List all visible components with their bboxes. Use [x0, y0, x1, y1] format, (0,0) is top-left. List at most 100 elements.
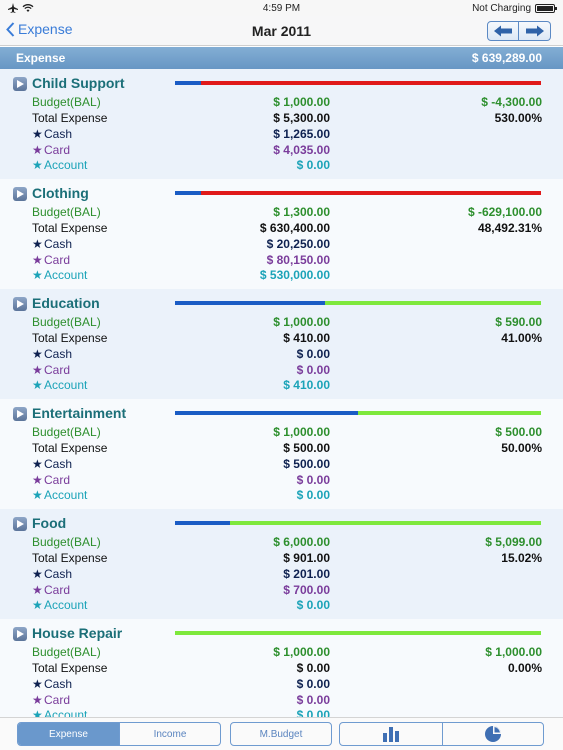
- expand-category-button[interactable]: [13, 77, 27, 91]
- cash-value: $ 1,265.00: [273, 127, 330, 141]
- account-row: ★Account $ 0.00: [0, 598, 563, 613]
- status-right: Not Charging: [472, 3, 557, 14]
- type-segment: Expense Income: [17, 722, 221, 746]
- category-name[interactable]: Education: [32, 295, 100, 311]
- expand-category-button[interactable]: [13, 297, 27, 311]
- category-name[interactable]: Entertainment: [32, 405, 127, 421]
- play-icon: [17, 190, 24, 198]
- cash-value: $ 20,250.00: [266, 237, 330, 251]
- category-name[interactable]: House Repair: [32, 625, 123, 641]
- battery-icon: [535, 3, 557, 13]
- cash-row: ★Cash $ 0.00: [0, 677, 563, 692]
- card-label-text: Card: [44, 693, 71, 707]
- balance-value: $ 590.00: [495, 315, 542, 329]
- bottom-tab-bar: Expense Income M.Budget: [0, 717, 563, 750]
- account-label: ★Account: [32, 488, 87, 502]
- category-list[interactable]: Child Support Budget(BAL) $ 1,000.00 $ -4,3…: [0, 69, 563, 717]
- account-label-text: Account: [44, 158, 88, 172]
- card-label: ★Card: [32, 253, 70, 267]
- category-entertainment: Entertainment Budget(BAL) $ 1,000.00 $ 500.…: [0, 399, 563, 509]
- cash-row: ★Cash $ 0.00: [0, 347, 563, 362]
- total-label: Total Expense: [32, 661, 107, 675]
- card-label-text: Card: [44, 143, 71, 157]
- previous-month-button[interactable]: [487, 21, 519, 41]
- budget-progress-bar: [175, 301, 541, 305]
- total-label-text: Total Expense: [32, 441, 108, 455]
- account-value: $ 0.00: [296, 488, 330, 502]
- total-label-text: Total Expense: [32, 331, 108, 345]
- tab-monthly-budget[interactable]: M.Budget: [259, 728, 303, 740]
- card-value: $ 0.00: [296, 473, 330, 487]
- header-total: $ 639,289.00: [471, 51, 542, 65]
- back-button[interactable]: Expense: [6, 21, 72, 37]
- budget-remaining-fill: [358, 411, 541, 415]
- budget-value: $ 1,300.00: [273, 205, 330, 219]
- budget-remaining-fill: [201, 191, 541, 195]
- expand-category-button[interactable]: [13, 407, 27, 421]
- cash-label: ★Cash: [32, 457, 72, 471]
- cash-row: ★Cash $ 1,265.00: [0, 127, 563, 142]
- budget-value: $ 1,000.00: [273, 645, 330, 659]
- account-label-text: Account: [44, 378, 88, 392]
- expand-category-button[interactable]: [13, 187, 27, 201]
- budget-progress-bar: [175, 411, 541, 415]
- star-icon: ★: [32, 677, 43, 691]
- total-value: $ 630,400.00: [259, 221, 330, 235]
- account-value: $ 410.00: [283, 378, 330, 392]
- cash-label-text: Cash: [44, 567, 73, 581]
- next-month-button[interactable]: [519, 21, 551, 41]
- percent-value: 48,492.31%: [477, 221, 542, 235]
- cash-row: ★Cash $ 20,250.00: [0, 237, 563, 252]
- play-icon: [17, 630, 24, 638]
- expand-category-button[interactable]: [13, 517, 27, 531]
- budget-progress-bar: [175, 631, 541, 635]
- account-label: ★Account: [32, 378, 87, 392]
- cash-value: $ 0.00: [296, 677, 330, 691]
- category-child-support: Child Support Budget(BAL) $ 1,000.00 $ -4,3…: [0, 69, 563, 179]
- percent-value: 530.00%: [494, 111, 542, 125]
- total-row: Total Expense $ 410.00 41.00%: [0, 331, 563, 346]
- percent-value: 15.02%: [501, 551, 542, 565]
- tab-income[interactable]: Income: [119, 723, 220, 745]
- budget-used-fill: [175, 191, 201, 195]
- budget-remaining-fill: [201, 81, 541, 85]
- total-label: Total Expense: [32, 551, 107, 565]
- category-clothing: Clothing Budget(BAL) $ 1,300.00 $ -629,100.…: [0, 179, 563, 289]
- budget-value: $ 6,000.00: [273, 535, 330, 549]
- total-label: Total Expense: [32, 111, 107, 125]
- card-label: ★Card: [32, 583, 70, 597]
- category-name[interactable]: Clothing: [32, 185, 89, 201]
- total-row: Total Expense $ 0.00 0.00%: [0, 661, 563, 676]
- chart-segment: [339, 722, 544, 746]
- budget-used-fill: [175, 81, 201, 85]
- budget-remaining-fill: [175, 631, 541, 635]
- budget-row: Budget(BAL) $ 1,000.00 $ 1,000.00: [0, 645, 563, 660]
- back-button-label: Expense: [18, 21, 73, 37]
- cash-row: ★Cash $ 500.00: [0, 457, 563, 472]
- card-value: $ 700.00: [283, 583, 330, 597]
- budget-row: Budget(BAL) $ 1,300.00 $ -629,100.00: [0, 205, 563, 220]
- total-label-text: Total Expense: [32, 551, 108, 565]
- wifi-icon: [22, 4, 34, 12]
- tab-expense[interactable]: Expense: [18, 723, 119, 745]
- total-label-text: Total Expense: [32, 111, 108, 125]
- budget-label: Budget(BAL): [32, 645, 101, 659]
- category-name[interactable]: Food: [32, 515, 67, 531]
- account-label: ★Account: [32, 598, 87, 612]
- tab-pie-chart[interactable]: [441, 723, 544, 745]
- account-value: $ 530,000.00: [259, 268, 330, 282]
- balance-value: $ 500.00: [495, 425, 542, 439]
- total-label-text: Total Expense: [32, 221, 108, 235]
- star-icon: ★: [32, 253, 43, 267]
- expand-category-button[interactable]: [13, 627, 27, 641]
- budget-value: $ 1,000.00: [273, 95, 330, 109]
- tab-bar-chart[interactable]: [340, 723, 442, 745]
- card-row: ★Card $ 4,035.00: [0, 143, 563, 158]
- expense-summary-header: Expense $ 639,289.00: [0, 47, 563, 69]
- budget-progress-bar: [175, 521, 541, 525]
- cash-label: ★Cash: [32, 237, 72, 251]
- category-name[interactable]: Child Support: [32, 75, 125, 91]
- account-value: $ 0.00: [296, 598, 330, 612]
- account-row: ★Account $ 0.00: [0, 488, 563, 503]
- card-label: ★Card: [32, 143, 70, 157]
